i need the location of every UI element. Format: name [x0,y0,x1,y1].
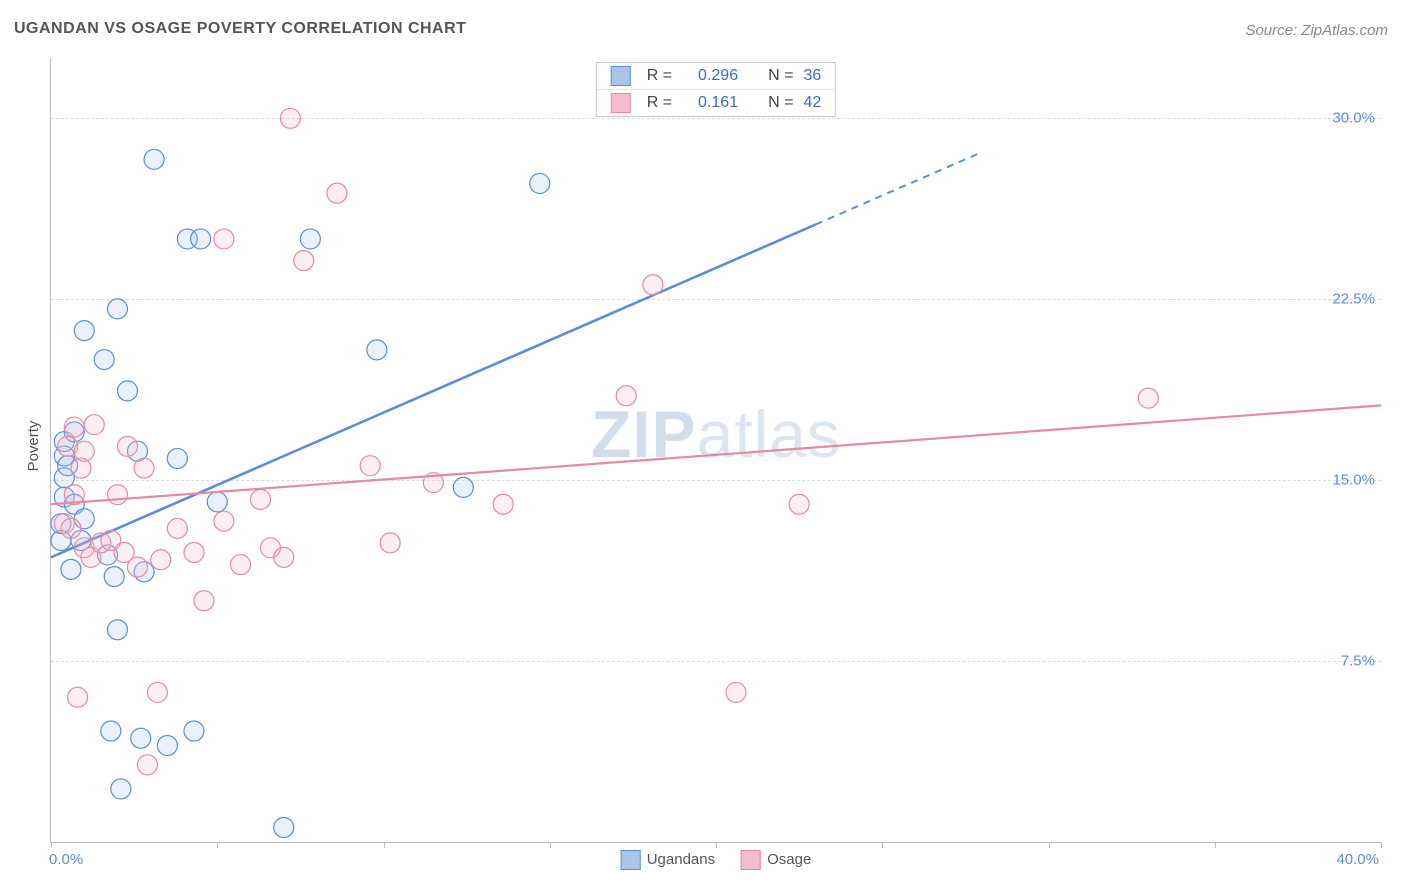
data-point [789,494,809,514]
plot-area: ZIPatlas 7.5%15.0%22.5%30.0% R =0.296N =… [50,58,1381,843]
data-point [616,386,636,406]
data-point [151,550,171,570]
legend-row: R = 0.161 N = 42 [597,89,835,116]
legend-row: R = 0.296 N = 36 [597,63,835,89]
data-point [184,543,204,563]
data-point [643,275,663,295]
data-point [207,492,227,512]
data-point [367,340,387,360]
x-tick [550,842,551,848]
data-point [493,494,513,514]
data-point [214,229,234,249]
series-legend: Ugandans Osage [621,850,812,870]
data-point [108,620,128,640]
series-legend-label: Ugandans [647,851,715,868]
data-point [300,229,320,249]
legend-n-label: N = [768,94,793,112]
legend-r-label: R = [647,67,672,85]
data-point [280,108,300,128]
data-point [84,415,104,435]
x-tick [384,842,385,848]
legend-n-value: 42 [803,94,821,112]
data-point [144,149,164,169]
x-tick [882,842,883,848]
data-point [167,448,187,468]
data-point [147,682,167,702]
correlation-legend: R = 0.296 N = 36 R = 0.161 N = 42 [596,62,836,117]
data-point [74,321,94,341]
data-point [68,687,88,707]
x-tick [1049,842,1050,848]
data-point [1138,388,1158,408]
data-point [108,485,128,505]
series-legend-item: Osage [741,850,811,870]
data-point [327,183,347,203]
legend-n-value: 36 [803,67,821,85]
data-point [274,547,294,567]
data-point [294,251,314,271]
series-legend-item: Ugandans [621,850,715,870]
y-axis-label: Poverty [25,421,42,472]
data-point [127,557,147,577]
data-point [194,591,214,611]
x-axis-max-label: 40.0% [1336,851,1379,868]
scatter-svg [51,58,1381,842]
data-point [184,721,204,741]
x-tick [1215,842,1216,848]
data-point [191,229,211,249]
data-point [380,533,400,553]
series-legend-label: Osage [767,851,811,868]
legend-r-label: R = [647,94,672,112]
legend-swatch-icon [621,850,641,870]
data-point [167,518,187,538]
regression-line [51,224,816,557]
x-tick [217,842,218,848]
legend-r-value: 0.161 [682,94,738,112]
data-point [274,818,294,838]
x-tick [716,842,717,848]
chart-source: Source: ZipAtlas.com [1245,22,1388,39]
data-point [61,518,81,538]
legend-n-label: N = [768,67,793,85]
data-point [74,441,94,461]
x-tick [1381,842,1382,848]
data-point [101,721,121,741]
data-point [117,436,137,456]
x-tick [51,842,52,848]
data-point [111,779,131,799]
data-point [231,555,251,575]
data-point [94,350,114,370]
data-point [137,755,157,775]
data-point [108,299,128,319]
legend-r-value: 0.296 [682,67,738,85]
data-point [117,381,137,401]
data-point [453,477,473,497]
legend-swatch-icon [611,66,631,86]
data-point [360,456,380,476]
regression-line-dashed [816,152,982,224]
data-point [157,736,177,756]
data-point [64,417,84,437]
data-point [134,458,154,478]
x-axis-min-label: 0.0% [49,851,83,868]
regression-line [51,405,1381,504]
legend-swatch-icon [611,93,631,113]
data-point [131,728,151,748]
data-point [104,567,124,587]
data-point [726,682,746,702]
data-point [214,511,234,531]
data-point [250,489,270,509]
data-point [61,559,81,579]
chart-title: UGANDAN VS OSAGE POVERTY CORRELATION CHA… [14,20,466,38]
legend-swatch-icon [741,850,761,870]
data-point [530,173,550,193]
